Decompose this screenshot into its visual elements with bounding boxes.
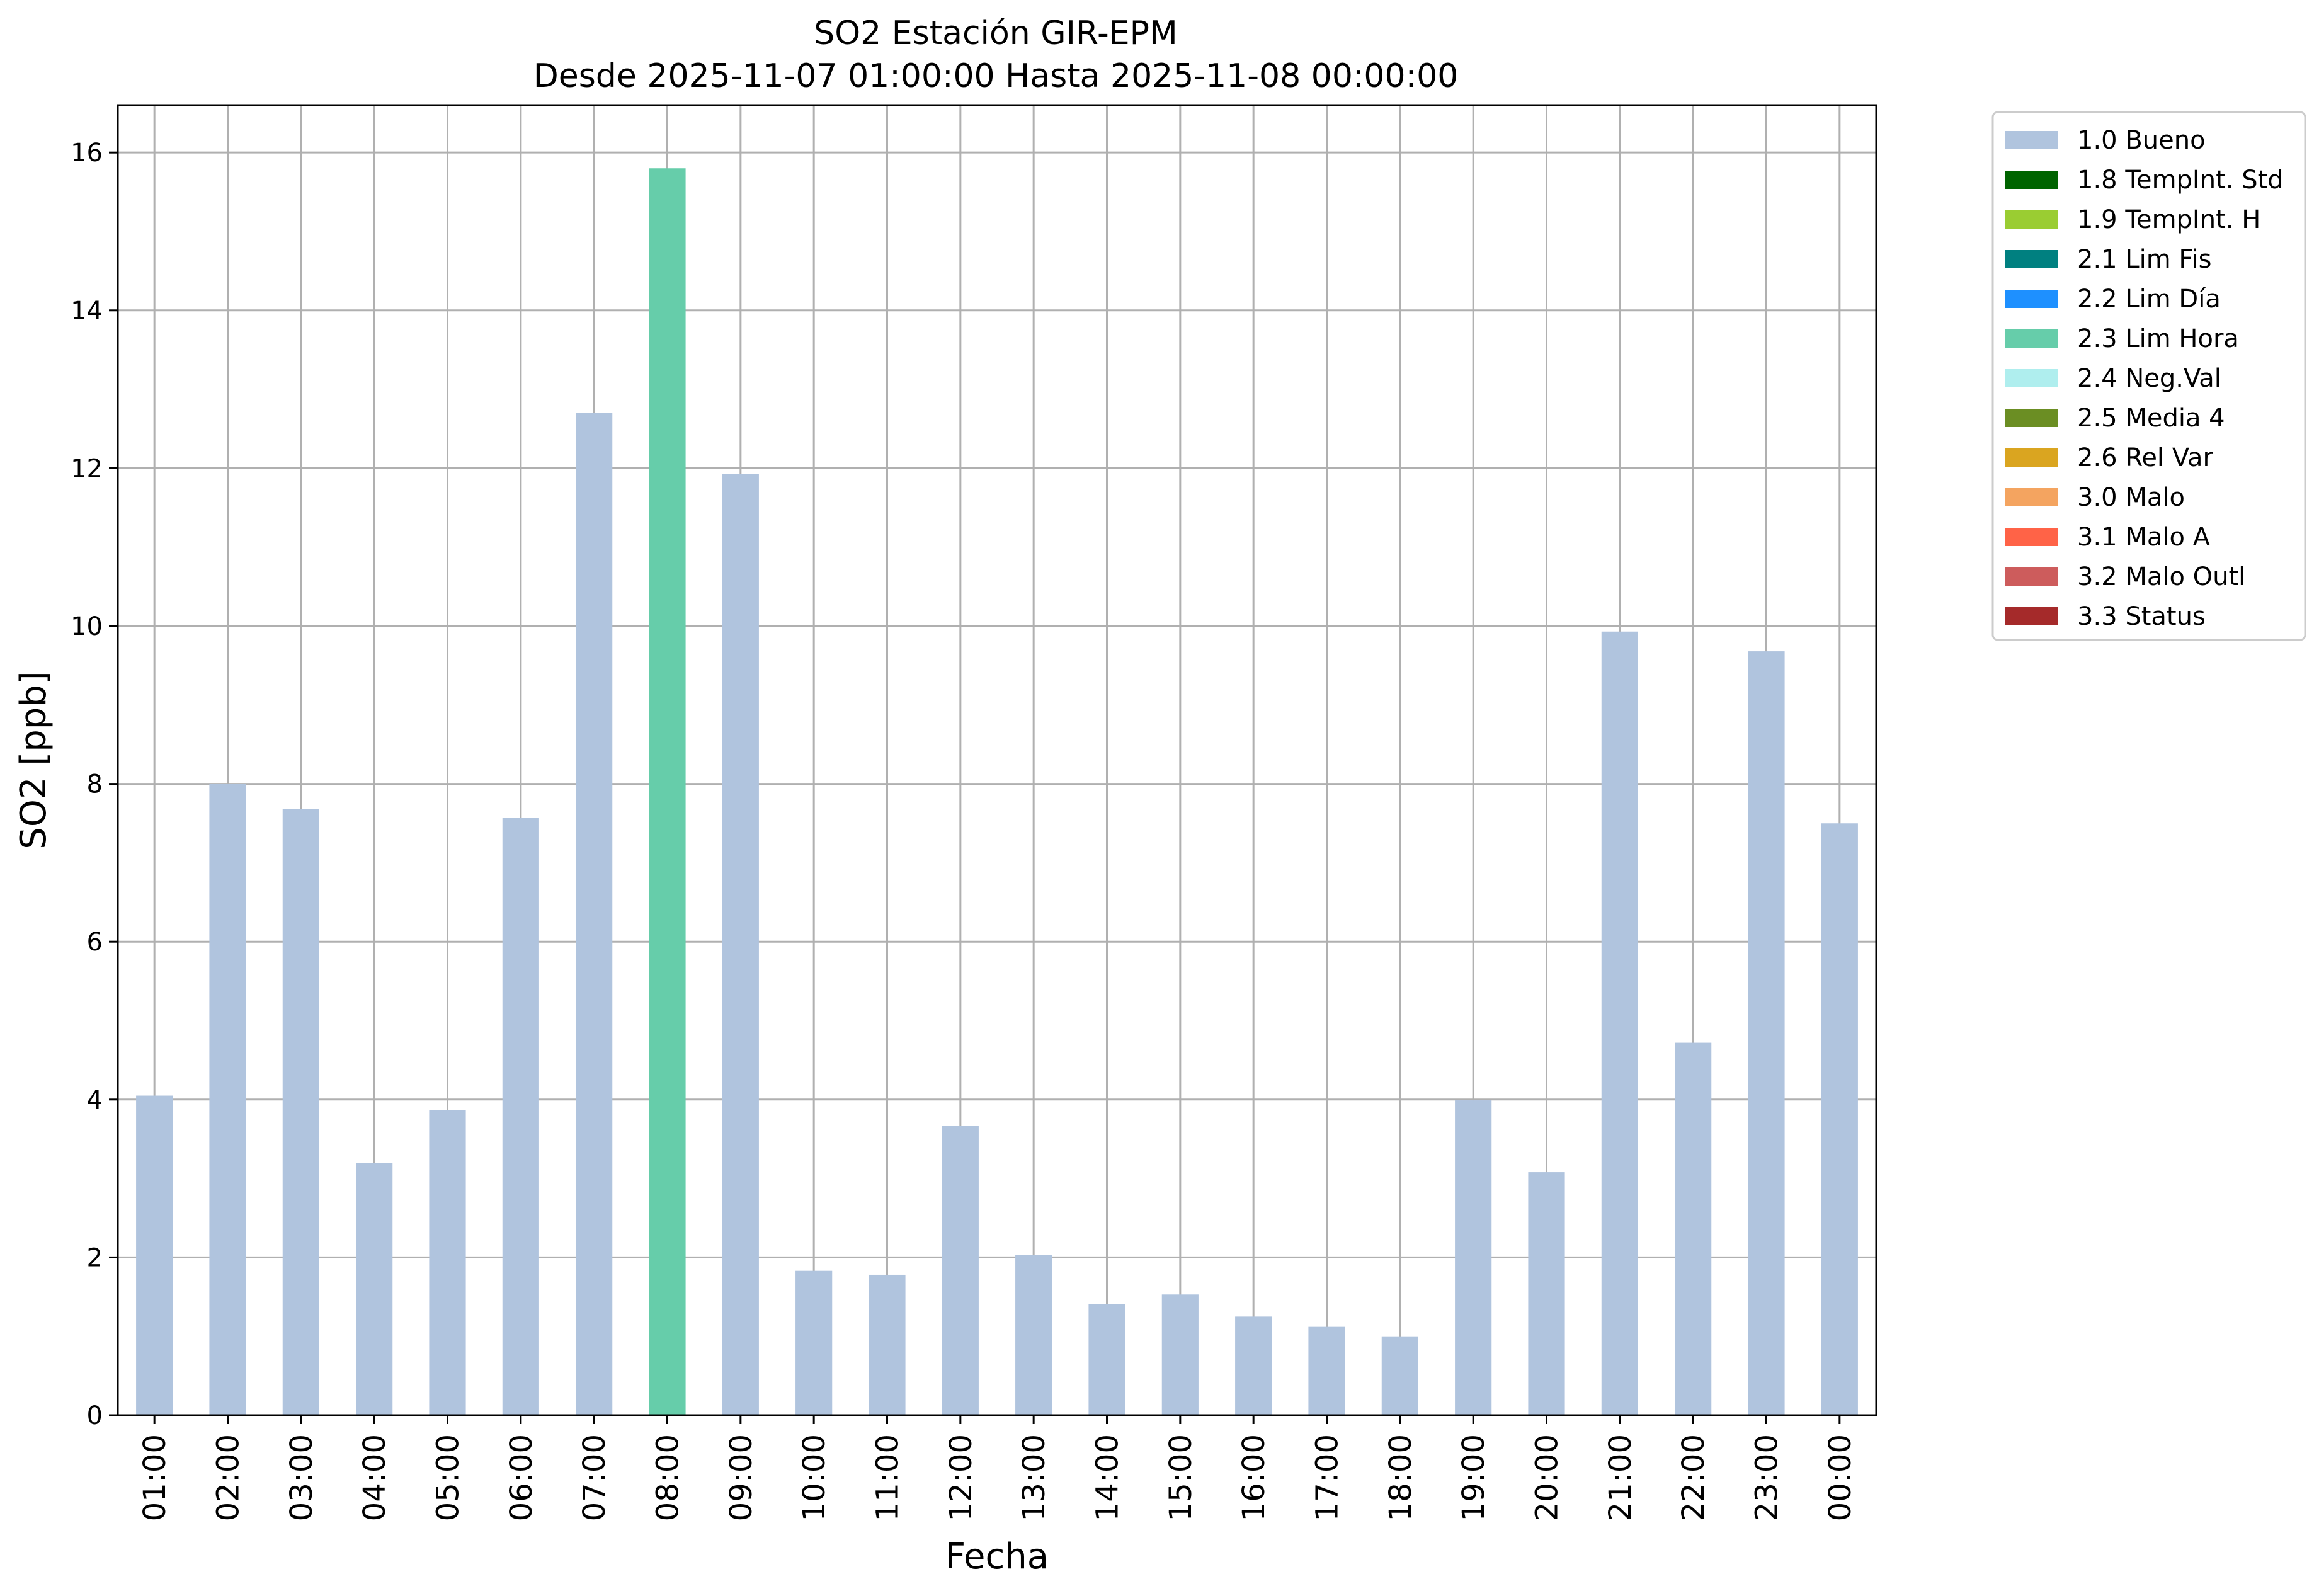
x-tick-label: 15:00 xyxy=(1163,1434,1199,1521)
legend-swatch xyxy=(2005,528,2058,546)
x-tick-label: 07:00 xyxy=(577,1434,612,1521)
legend-swatch xyxy=(2005,488,2058,506)
x-tick-label: 03:00 xyxy=(284,1434,319,1521)
y-axis-label: SO2 [ppb] xyxy=(13,671,54,849)
legend-label: 1.0 Bueno xyxy=(2077,126,2206,155)
x-tick-label: 02:00 xyxy=(211,1434,246,1521)
bar xyxy=(649,168,686,1415)
legend: 1.0 Bueno 1.8 TempInt. Std 1.9 TempInt. H 2… xyxy=(1991,111,2306,641)
chart-title: SO2 Estación GIR-EPM xyxy=(814,14,1178,52)
legend-swatch xyxy=(2005,409,2058,427)
legend-swatch xyxy=(2005,567,2058,586)
x-tick-label: 05:00 xyxy=(431,1434,466,1521)
legend-swatch xyxy=(2005,329,2058,348)
bar xyxy=(942,1126,979,1415)
legend-label: 2.3 Lim Hora xyxy=(2077,324,2239,353)
y-tick-label: 6 xyxy=(87,928,103,957)
legend-swatch xyxy=(2005,210,2058,229)
x-tick-label: 08:00 xyxy=(651,1434,686,1521)
legend-label: 2.4 Neg.Val xyxy=(2077,364,2221,393)
x-tick-label: 00:00 xyxy=(1823,1434,1858,1521)
x-tick-label: 11:00 xyxy=(870,1434,906,1521)
legend-label: 3.3 Status xyxy=(2077,602,2206,631)
bar xyxy=(1235,1316,1272,1415)
bar xyxy=(282,809,319,1415)
bar xyxy=(1675,1042,1712,1415)
bar xyxy=(722,474,759,1415)
legend-swatch xyxy=(2005,250,2058,268)
x-tick-label: 18:00 xyxy=(1383,1434,1418,1521)
legend-label: 3.0 Malo xyxy=(2077,483,2185,512)
x-tick-label: 09:00 xyxy=(724,1434,759,1521)
bar xyxy=(1455,1100,1492,1415)
legend-box xyxy=(1991,111,2306,641)
x-tick-label: 10:00 xyxy=(797,1434,832,1521)
x-tick-label: 12:00 xyxy=(943,1434,979,1521)
legend-label: 2.2 Lim Día xyxy=(2077,285,2221,314)
bar xyxy=(1601,631,1638,1415)
legend-label: 3.1 Malo A xyxy=(2077,523,2211,552)
legend-label: 2.6 Rel Var xyxy=(2077,443,2214,472)
bar xyxy=(1161,1294,1199,1415)
bar xyxy=(209,784,246,1415)
bar xyxy=(1528,1172,1565,1415)
y-tick-label: 8 xyxy=(87,770,103,799)
bar xyxy=(1381,1336,1418,1415)
bar xyxy=(429,1110,466,1415)
legend-swatch xyxy=(2005,171,2058,189)
y-tick-label: 10 xyxy=(71,612,103,641)
x-tick-label: 06:00 xyxy=(504,1434,539,1521)
bar xyxy=(1821,823,1858,1415)
bar xyxy=(356,1163,393,1415)
x-tick-label: 04:00 xyxy=(357,1434,392,1521)
legend-swatch xyxy=(2005,131,2058,149)
bar xyxy=(1088,1304,1125,1415)
y-tick-label: 16 xyxy=(71,139,103,168)
x-tick-label: 21:00 xyxy=(1603,1434,1638,1521)
bar xyxy=(869,1274,906,1415)
y-axis: 0 2 4 6 8 10 12 14 16 xyxy=(71,139,118,1430)
bar xyxy=(502,818,539,1415)
x-tick-label: 16:00 xyxy=(1236,1434,1272,1521)
y-tick-label: 2 xyxy=(87,1243,103,1272)
legend-label: 3.2 Malo Outl xyxy=(2077,562,2245,591)
bar xyxy=(1748,651,1785,1415)
legend-swatch xyxy=(2005,607,2058,625)
x-tick-label: 14:00 xyxy=(1090,1434,1125,1521)
bars xyxy=(136,168,1858,1415)
bar xyxy=(1015,1255,1052,1415)
x-tick-label: 19:00 xyxy=(1456,1434,1491,1521)
legend-label: 1.8 TempInt. Std xyxy=(2077,166,2284,195)
x-axis: 01:00 02:00 03:00 04:00 05:00 06:00 07:00 08:00… xyxy=(137,1415,1858,1521)
x-tick-label: 17:00 xyxy=(1310,1434,1345,1521)
plot-frame xyxy=(117,104,1877,1416)
chart-subtitle: Desde 2025-11-07 01:00:00 Hasta 2025-11-… xyxy=(533,57,1459,95)
x-tick-label: 22:00 xyxy=(1676,1434,1711,1521)
x-tick-label: 23:00 xyxy=(1750,1434,1785,1521)
bar xyxy=(1308,1326,1345,1415)
x-tick-label: 20:00 xyxy=(1530,1434,1565,1521)
legend-swatch xyxy=(2005,290,2058,308)
legend-label: 2.1 Lim Fis xyxy=(2077,245,2211,274)
legend-swatch xyxy=(2005,369,2058,387)
y-tick-label: 0 xyxy=(87,1401,103,1430)
bar xyxy=(795,1270,833,1415)
x-tick-label: 13:00 xyxy=(1017,1434,1052,1521)
legend-swatch xyxy=(2005,448,2058,467)
legend-label: 1.9 TempInt. H xyxy=(2077,205,2260,234)
y-tick-label: 14 xyxy=(71,297,103,326)
y-tick-label: 4 xyxy=(87,1086,103,1115)
bar xyxy=(136,1095,173,1415)
x-tick-label: 01:00 xyxy=(137,1434,173,1521)
x-axis-label: Fecha xyxy=(945,1536,1049,1577)
y-tick-label: 12 xyxy=(71,454,103,483)
bar xyxy=(576,413,613,1415)
legend-label: 2.5 Media 4 xyxy=(2077,404,2225,433)
